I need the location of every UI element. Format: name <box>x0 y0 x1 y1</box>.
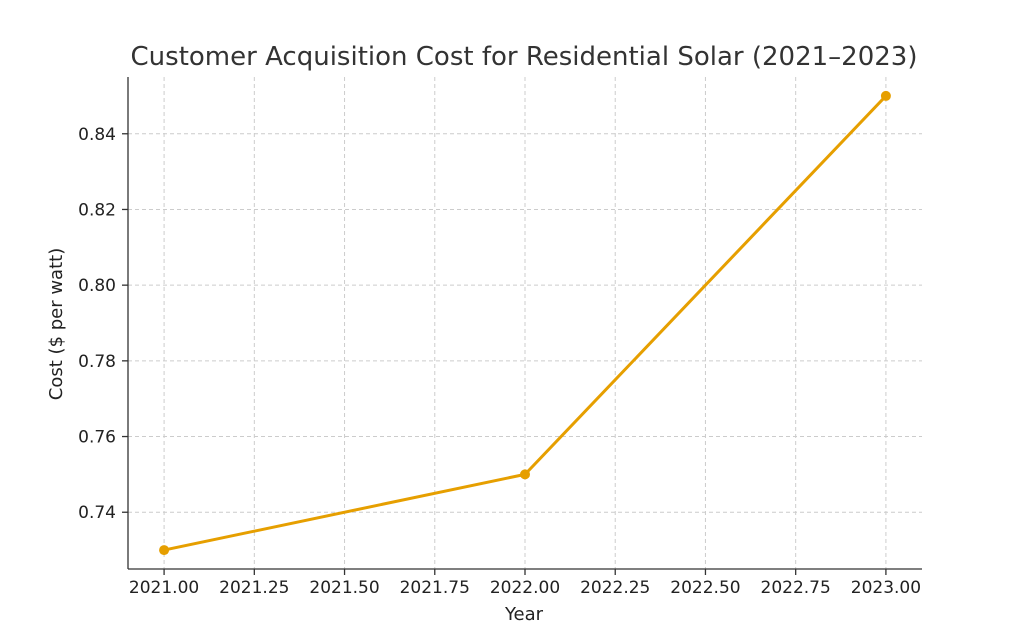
x-tick-label: 2023.00 <box>851 578 921 598</box>
y-tick-label: 0.76 <box>78 428 116 448</box>
y-tick-label: 0.74 <box>78 503 116 523</box>
y-tick-label: 0.84 <box>78 125 116 145</box>
grid <box>128 77 922 569</box>
x-tick-label: 2022.50 <box>670 578 740 598</box>
y-tick-label: 0.82 <box>78 200 116 220</box>
y-tick-label: 0.80 <box>78 276 116 296</box>
y-tick-label: 0.78 <box>78 352 116 372</box>
x-axis-ticks: 2021.00 2021.25 2021.50 2021.75 2022.00 2022.… <box>129 569 921 598</box>
y-axis-label: Cost ($ per watt) <box>46 248 67 400</box>
series <box>159 90 891 556</box>
x-tick-label: 2022.75 <box>761 578 831 598</box>
x-tick-label: 2021.75 <box>400 578 470 598</box>
data-point <box>520 469 530 480</box>
x-tick-label: 2022.00 <box>490 578 560 598</box>
x-tick-label: 2021.25 <box>219 578 289 598</box>
y-axis-ticks: 0.74 0.76 0.78 0.80 0.82 0.84 <box>78 125 128 523</box>
x-tick-label: 2021.50 <box>309 578 379 598</box>
data-point <box>880 90 891 101</box>
chart-title: Customer Acquisition Cost for Residentia… <box>131 42 918 72</box>
data-point <box>159 545 170 556</box>
x-tick-label: 2022.25 <box>580 578 650 598</box>
x-tick-label: 2021.00 <box>129 578 199 598</box>
x-axis-label: Year <box>504 604 544 625</box>
